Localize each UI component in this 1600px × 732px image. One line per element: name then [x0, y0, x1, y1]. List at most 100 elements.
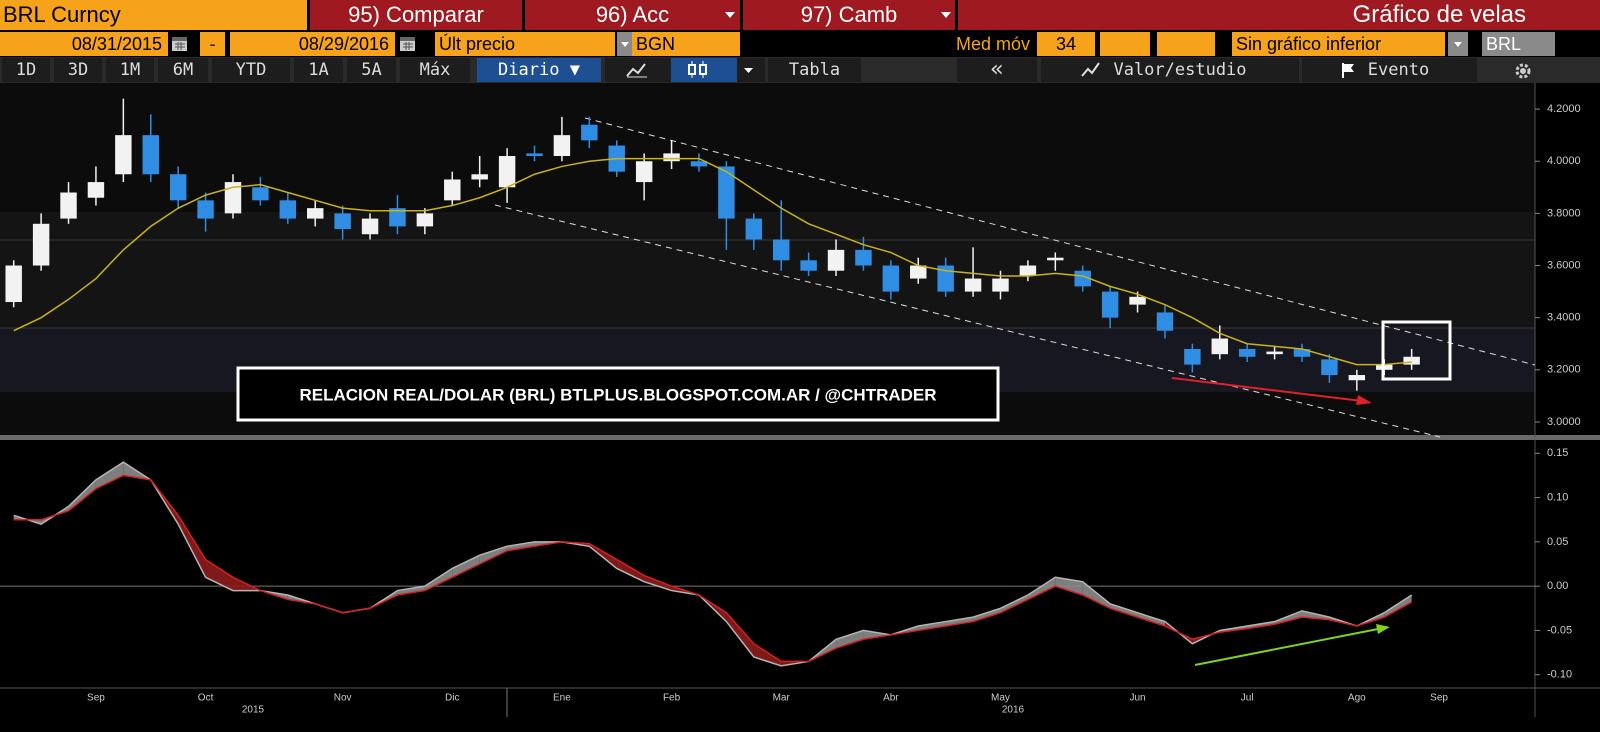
- dropdown-arrow[interactable]: [1448, 32, 1468, 56]
- candle-body: [32, 223, 50, 266]
- field-select[interactable]: Últ precio: [435, 32, 615, 56]
- candle-body: [827, 249, 845, 271]
- band-fill: [205, 559, 233, 591]
- x-tick-label: Mar: [773, 693, 791, 704]
- period-button[interactable]: YTD: [212, 58, 290, 82]
- y-tick-label: 3.6000: [1547, 259, 1581, 271]
- candle-body: [745, 218, 763, 240]
- band-fill: [1082, 581, 1111, 609]
- arrow-head: [1376, 624, 1390, 634]
- chart-type-icons[interactable]: [605, 58, 765, 82]
- candle-body: [1293, 348, 1311, 357]
- candle-body: [1184, 348, 1201, 365]
- x-tick-label: Jul: [1241, 693, 1254, 704]
- ma-period[interactable]: 34: [1037, 32, 1095, 56]
- period-button[interactable]: 1A: [294, 58, 343, 82]
- plot: 4.2000 4.0000 3.8000 3.6000 3.4000 3.2000 3.00…: [0, 98, 1581, 716]
- input-box[interactable]: [1157, 32, 1215, 56]
- menu-button[interactable]: 96) Acc: [525, 0, 740, 30]
- x-tick-label: Feb: [663, 693, 681, 704]
- end-date[interactable]: 08/29/2016: [230, 32, 395, 56]
- menu-button[interactable]: 95) Comparar: [310, 0, 522, 30]
- band-fill: [1055, 577, 1083, 595]
- x-tick-label: Ene: [553, 693, 571, 704]
- frequency[interactable]: Diario ▼: [477, 58, 601, 82]
- candle-body: [1074, 270, 1091, 287]
- candle-body: [60, 192, 77, 219]
- candle-body: [526, 153, 543, 157]
- y-tick-label: 0.05: [1547, 536, 1568, 548]
- band-fill: [68, 479, 96, 511]
- candle-body: [224, 182, 242, 214]
- band-fill: [863, 630, 891, 640]
- candle-body: [718, 166, 735, 219]
- band-fill: [178, 515, 206, 578]
- band: [0, 212, 1535, 328]
- candle-body: [690, 161, 708, 167]
- candle-body: [471, 174, 488, 180]
- y-tick-label: 3.4000: [1547, 312, 1581, 324]
- band-fill: [397, 586, 425, 595]
- arrow-head: [1356, 395, 1372, 405]
- candle-body: [937, 265, 954, 292]
- menu-button[interactable]: 97) Camb: [743, 0, 955, 30]
- settings-icon[interactable]: [1513, 61, 1533, 81]
- event-button[interactable]: Evento: [1302, 58, 1477, 82]
- period-button[interactable]: 6M: [158, 58, 208, 82]
- y-tick-label: 0.00: [1547, 580, 1568, 592]
- source[interactable]: BGN: [632, 32, 740, 56]
- band-fill: [726, 612, 754, 657]
- table-button[interactable]: Tabla: [768, 58, 861, 82]
- candle-body: [279, 200, 297, 219]
- candle-body: [416, 213, 434, 227]
- band-fill: [424, 568, 453, 591]
- calendar-icon[interactable]: [170, 34, 190, 54]
- band-fill: [918, 621, 946, 631]
- period-button[interactable]: Máx: [400, 58, 470, 82]
- y-tick-label: 4.0000: [1547, 155, 1581, 167]
- period-button[interactable]: 1D: [2, 58, 50, 82]
- date-separator: -: [200, 32, 225, 56]
- period-button[interactable]: 5A: [347, 58, 396, 82]
- candle-body: [197, 200, 214, 219]
- dropdown-arrow[interactable]: [940, 10, 952, 20]
- x-tick-label: Abr: [883, 693, 899, 704]
- study-button[interactable]: Valor/estudio: [1041, 58, 1299, 82]
- security[interactable]: BRL Curncy: [0, 0, 307, 30]
- input-box[interactable]: [1100, 32, 1150, 56]
- candle-body: [1211, 338, 1228, 355]
- candle-body: [389, 208, 406, 227]
- screen-title: Gráfico de velas: [958, 0, 1600, 30]
- back-button[interactable]: «: [957, 58, 1037, 82]
- candle-body: [855, 249, 872, 266]
- x-tick-label: Oct: [198, 693, 214, 704]
- lower-select[interactable]: Sin gráfico inferior: [1232, 32, 1445, 56]
- moving-average: [13, 157, 1412, 366]
- band-fill: [836, 630, 864, 649]
- band-fill: [1000, 595, 1028, 613]
- start-date[interactable]: 08/31/2015: [0, 32, 168, 56]
- candle-body: [87, 182, 105, 198]
- candle-body: [581, 124, 598, 141]
- dropdown-arrow[interactable]: [617, 32, 633, 56]
- candle-body: [1047, 257, 1064, 261]
- period-button[interactable]: 3D: [54, 58, 102, 82]
- dropdown-arrow[interactable]: [724, 10, 736, 20]
- band-fill: [1384, 595, 1412, 618]
- candle-body: [1321, 359, 1338, 376]
- period-button[interactable]: 1M: [106, 58, 154, 82]
- y-tick-label: 3.2000: [1547, 364, 1581, 376]
- calendar-icon[interactable]: [398, 34, 418, 54]
- band-fill: [507, 541, 535, 551]
- candle-body: [252, 187, 269, 201]
- ticker[interactable]: BRL: [1482, 32, 1555, 56]
- candle-body: [882, 265, 900, 292]
- series-line: [13, 461, 1413, 667]
- x-tick-label: Ago: [1348, 693, 1366, 704]
- candle-body: [1101, 291, 1119, 318]
- year-label: 2016: [1002, 705, 1025, 716]
- x-tick-label: May: [991, 693, 1010, 704]
- candle-body: [1266, 351, 1283, 355]
- y-tick-label: -0.10: [1547, 669, 1572, 681]
